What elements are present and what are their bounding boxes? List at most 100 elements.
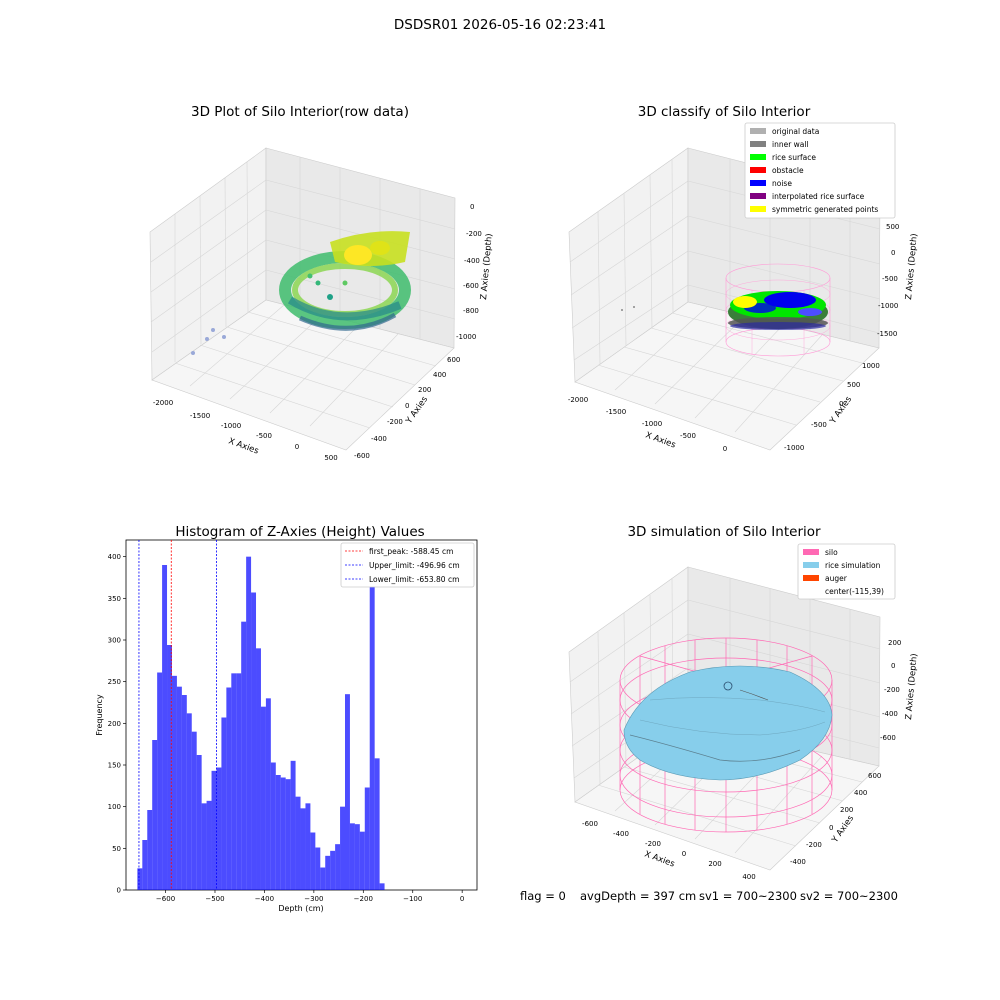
simulation-legend: silo rice simulation auger center(-115,3… [797, 543, 896, 600]
raw-y-tick: -200 [387, 418, 403, 426]
sv2-text: sv2 = 700~2300 [800, 889, 898, 903]
legend-label: Upper_limit: -496.96 cm [369, 561, 460, 570]
legend-swatch [750, 206, 766, 212]
simulation-x-axis-label: X Axies [643, 849, 676, 869]
y-tick-label: 400 [108, 553, 121, 561]
legend-swatch [750, 141, 766, 147]
y-tick-label: 50 [112, 845, 121, 853]
raw-y-tick: -400 [371, 435, 387, 443]
histogram-bar [340, 806, 346, 890]
histogram-bar [181, 695, 187, 890]
classify-point-cloud [621, 263, 831, 357]
y-tick-label: 0 [117, 887, 121, 895]
simulation-z-tick: 200 [888, 639, 901, 647]
simulation-y-axis-label: Y Axies [830, 813, 857, 845]
simulation-y-tick: -200 [806, 841, 822, 849]
sv1-text: sv1 = 700~2300 [699, 889, 797, 903]
histogram-bar [137, 868, 143, 890]
simulation-x-tick: -400 [613, 830, 629, 838]
histogram-bar [275, 775, 281, 890]
histogram-title: Histogram of Z-Axies (Height) Values [175, 524, 425, 540]
legend-label: symmetric generated points [772, 205, 878, 214]
raw-x-tick: -2000 [153, 399, 173, 407]
simulation-panel-title: 3D simulation of Silo Interior [627, 524, 821, 540]
histogram-bar [349, 823, 355, 890]
raw-z-tick: 0 [470, 203, 474, 211]
legend-swatch [803, 575, 819, 581]
classify-y-tick-labels: -1000 -500 0 500 1000 [784, 362, 880, 452]
simulation-x-tick: 200 [708, 860, 721, 868]
raw-z-tick: -400 [464, 257, 480, 265]
classify-z-tick: -500 [882, 275, 898, 283]
classify-z-tick: 0 [891, 249, 895, 257]
histogram-y-ticks: 0 50 100 150 200 250 300 350 400 [108, 553, 126, 895]
raw-x-tick: 500 [324, 454, 337, 462]
raw-z-tick: -800 [463, 307, 479, 315]
classify-z-tick: 500 [886, 223, 899, 231]
classify-x-tick: -1500 [606, 408, 626, 416]
histogram-bar [300, 808, 306, 890]
histogram-bar [330, 850, 336, 890]
raw-z-tick: -600 [463, 282, 479, 290]
classify-x-tick: -2000 [568, 396, 588, 404]
histogram-bar [157, 672, 163, 890]
classify-y-tick: -500 [811, 421, 827, 429]
x-tick-label: −300 [304, 895, 323, 903]
raw-point-cloud [191, 231, 411, 355]
classify-y-tick: 0 [839, 400, 843, 408]
classify-y-tick: -1000 [784, 444, 804, 452]
histogram-bar [270, 762, 276, 890]
histogram-bar [265, 698, 271, 890]
histogram-bar [335, 844, 341, 890]
histogram-bar [251, 592, 257, 890]
classify-y-tick: 1000 [862, 362, 880, 370]
raw-y-tick: 200 [418, 386, 431, 394]
histogram-bar [305, 803, 311, 890]
status-line: flag = 0 avgDepth = 397 cm sv1 = 700~230… [0, 889, 1000, 909]
classify-z-axis-label: Z Axies (Depth) [904, 233, 920, 300]
legend-label: rice simulation [825, 561, 881, 570]
raw-x-tick-labels: -2000 -1500 -1000 -500 0 500 [153, 399, 338, 462]
x-tick-label: −400 [255, 895, 274, 903]
y-tick-label: 300 [108, 637, 121, 645]
histogram-bar [201, 803, 207, 890]
simulation-z-tick-labels: 200 0 -200 -400 -600 [880, 639, 901, 742]
histogram-bar [280, 777, 286, 890]
raw-y-tick: -600 [354, 452, 370, 460]
simulation-z-tick: -600 [880, 734, 896, 742]
histogram-bar [241, 621, 247, 890]
classify-z-tick-labels: 500 0 -500 -1000 -1500 [877, 223, 899, 338]
histogram-bar [345, 694, 350, 890]
legend-swatch [750, 193, 766, 199]
simulation-z-tick: -200 [884, 686, 900, 694]
classify-legend: original data inner wall rice surface ob… [744, 122, 896, 219]
histogram-bar [260, 706, 266, 890]
classify-y-tick: 500 [847, 381, 860, 389]
simulation-y-tick: 400 [854, 789, 867, 797]
histogram-x-ticks: −600 −500 −400 −300 −200 −100 0 [156, 890, 464, 903]
histogram-bar [379, 883, 385, 890]
simulation-x-tick: 400 [742, 873, 755, 880]
simulation-x-tick: -200 [645, 840, 661, 848]
histogram-bar [310, 832, 316, 890]
legend-swatch [750, 180, 766, 186]
legend-swatch [750, 167, 766, 173]
histogram-reference-lines [138, 540, 217, 890]
x-tick-label: −100 [403, 895, 422, 903]
flag-text: flag = 0 [520, 889, 566, 903]
legend-label: auger [825, 574, 848, 583]
classify-z-tick: -1000 [878, 302, 898, 310]
histogram-bars [137, 556, 385, 890]
histogram-bar [359, 831, 365, 890]
y-tick-label: 200 [108, 720, 121, 728]
classify-x-axis-label: X Axies [644, 430, 677, 450]
histogram-bar [211, 770, 217, 890]
legend-swatch [803, 549, 819, 555]
histogram-bar [221, 717, 227, 890]
raw-x-tick: -1500 [190, 412, 210, 420]
rice-simulation-surface [623, 665, 833, 781]
simulation-x-tick: 0 [682, 850, 686, 858]
raw-z-tick-labels: 0 -200 -400 -600 -800 -1000 [456, 203, 482, 341]
histogram-bar [147, 810, 153, 890]
simulation-y-tick: 200 [840, 806, 853, 814]
